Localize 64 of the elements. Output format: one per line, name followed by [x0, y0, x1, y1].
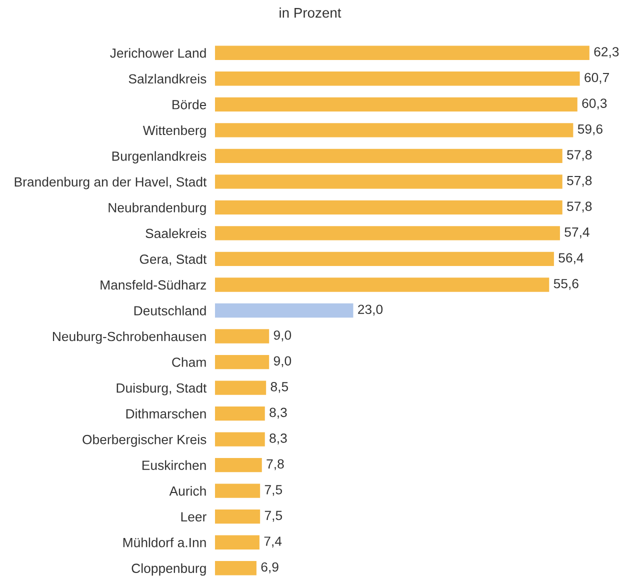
- bar: [215, 458, 262, 472]
- bar: [215, 406, 265, 421]
- data-label: 55,6: [554, 278, 578, 290]
- y-tick-label: Wittenberg: [142, 125, 206, 138]
- bar: [215, 303, 354, 318]
- data-label: 60,3: [582, 98, 607, 110]
- bar: [215, 535, 260, 550]
- bar: [215, 148, 562, 164]
- y-tick-label: Mühldorf a.Inn: [123, 538, 206, 548]
- data-label: 57,8: [567, 202, 592, 213]
- y-tick-label: Leer: [181, 512, 206, 522]
- bar: [215, 354, 270, 370]
- bar: [215, 123, 574, 138]
- y-tick-label: Deutschland: [134, 306, 206, 316]
- bar: [215, 72, 580, 86]
- bar: [215, 484, 260, 498]
- data-label: 56,4: [558, 253, 584, 264]
- data-label: 8,5: [270, 382, 288, 393]
- data-label: 7,8: [266, 459, 284, 470]
- bar: [215, 278, 550, 292]
- bar: [215, 252, 554, 266]
- y-tick-label: Mansfeld-Südharz: [100, 280, 206, 290]
- y-tick-label: Cloppenburg: [132, 563, 206, 576]
- data-label: 23,0: [358, 304, 383, 316]
- data-label: 9,0: [274, 330, 292, 342]
- y-tick-label: Cham: [172, 357, 206, 367]
- y-tick-label: Gera, Stadt: [140, 254, 207, 266]
- bar: [215, 329, 270, 344]
- data-label: 8,3: [270, 408, 287, 419]
- data-label: 57,8: [567, 176, 592, 187]
- bar: [215, 200, 562, 215]
- y-tick-label: Saalekreis: [146, 228, 206, 238]
- y-tick-label: Burgenlandkreis: [112, 151, 206, 164]
- y-tick-label: Brandenburg an der Havel, Stadt: [14, 176, 207, 190]
- y-tick-label: Neuburg-Schrobenhausen: [52, 331, 206, 344]
- y-tick-label: Salzlandkreis: [128, 74, 206, 84]
- data-label: 7,4: [264, 536, 282, 548]
- bar: [215, 226, 560, 240]
- data-label: 6,9: [261, 562, 278, 574]
- y-tick-label: Neubrandenburg: [108, 202, 206, 215]
- bar: [215, 46, 590, 60]
- bar: [215, 510, 260, 524]
- y-tick-label: Duisburg, Stadt: [116, 383, 207, 396]
- y-tick-label: Börde: [172, 100, 206, 110]
- data-label: 62,3: [594, 47, 619, 58]
- bar: [215, 174, 562, 189]
- y-tick-label: Euskirchen: [142, 460, 206, 470]
- data-label: 57,8: [567, 150, 592, 162]
- bar: [215, 432, 265, 446]
- y-tick-label: Jerichower Land: [110, 48, 206, 58]
- bar: [215, 97, 578, 112]
- y-tick-label: Aurich: [169, 486, 206, 496]
- y-tick-label: Dithmarschen: [126, 408, 206, 418]
- data-label: 7,5: [264, 485, 282, 496]
- y-tick-label: Oberbergischer Kreis: [82, 434, 206, 447]
- data-label: 7,5: [264, 510, 282, 522]
- chart-title: in Prozent: [280, 8, 342, 18]
- data-label: 9,0: [274, 356, 292, 368]
- data-label: 60,7: [584, 72, 609, 84]
- data-label: 57,4: [564, 228, 590, 238]
- bar: [215, 380, 266, 395]
- bar: [215, 561, 256, 576]
- data-label: 8,3: [270, 434, 287, 444]
- data-label: 59,6: [578, 124, 602, 136]
